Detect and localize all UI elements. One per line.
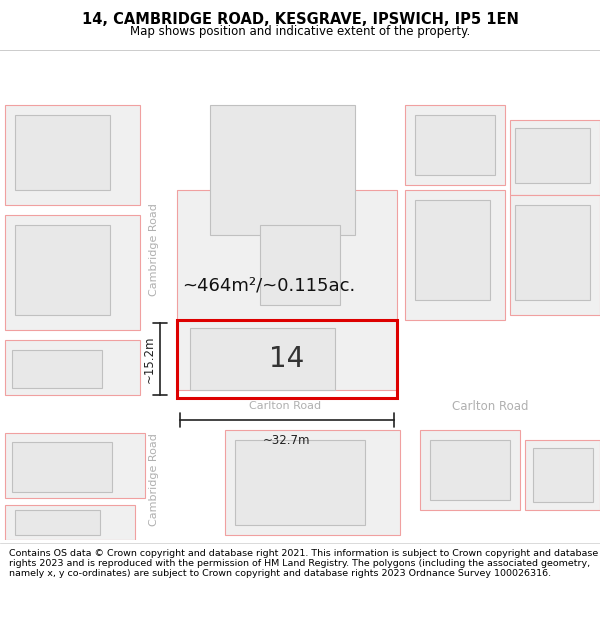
Bar [415,200,490,300]
Bar [5,505,135,540]
Text: Carlton Road: Carlton Road [452,399,528,412]
Bar [5,433,145,498]
Text: Cambridge Road: Cambridge Road [149,204,159,296]
Text: Map shows position and indicative extent of the property.: Map shows position and indicative extent… [130,24,470,38]
Bar [5,105,140,205]
Text: 14, CAMBRIDGE ROAD, KESGRAVE, IPSWICH, IP5 1EN: 14, CAMBRIDGE ROAD, KESGRAVE, IPSWICH, I… [82,12,518,28]
Bar [515,128,590,183]
Bar [260,225,340,305]
Bar [235,440,365,525]
Text: 14: 14 [269,345,305,373]
Bar [15,115,110,190]
Bar [405,105,505,185]
Text: ~32.7m: ~32.7m [263,434,311,447]
Bar [420,430,520,510]
Text: Carlton Road: Carlton Road [249,401,321,411]
Bar [533,448,593,502]
Bar [190,328,335,390]
Bar [515,205,590,300]
Text: ~464m²/~0.115ac.: ~464m²/~0.115ac. [182,276,355,294]
Bar [225,430,400,535]
Bar [415,115,495,175]
Bar [510,195,600,315]
Bar [525,440,600,510]
Text: Cambridge Road: Cambridge Road [149,434,159,526]
Bar [15,510,100,535]
Bar [5,215,140,330]
Bar [12,442,112,492]
Bar [405,190,505,320]
Bar [177,398,600,428]
Bar [510,120,600,195]
Bar [12,350,102,388]
Text: Contains OS data © Crown copyright and database right 2021. This information is : Contains OS data © Crown copyright and d… [9,549,598,578]
Bar [147,50,177,540]
Bar [210,105,355,235]
Bar [5,340,140,395]
Bar [177,190,397,390]
Bar [430,440,510,500]
Bar [15,225,110,315]
Text: ~15.2m: ~15.2m [143,335,156,382]
Bar [177,320,397,398]
